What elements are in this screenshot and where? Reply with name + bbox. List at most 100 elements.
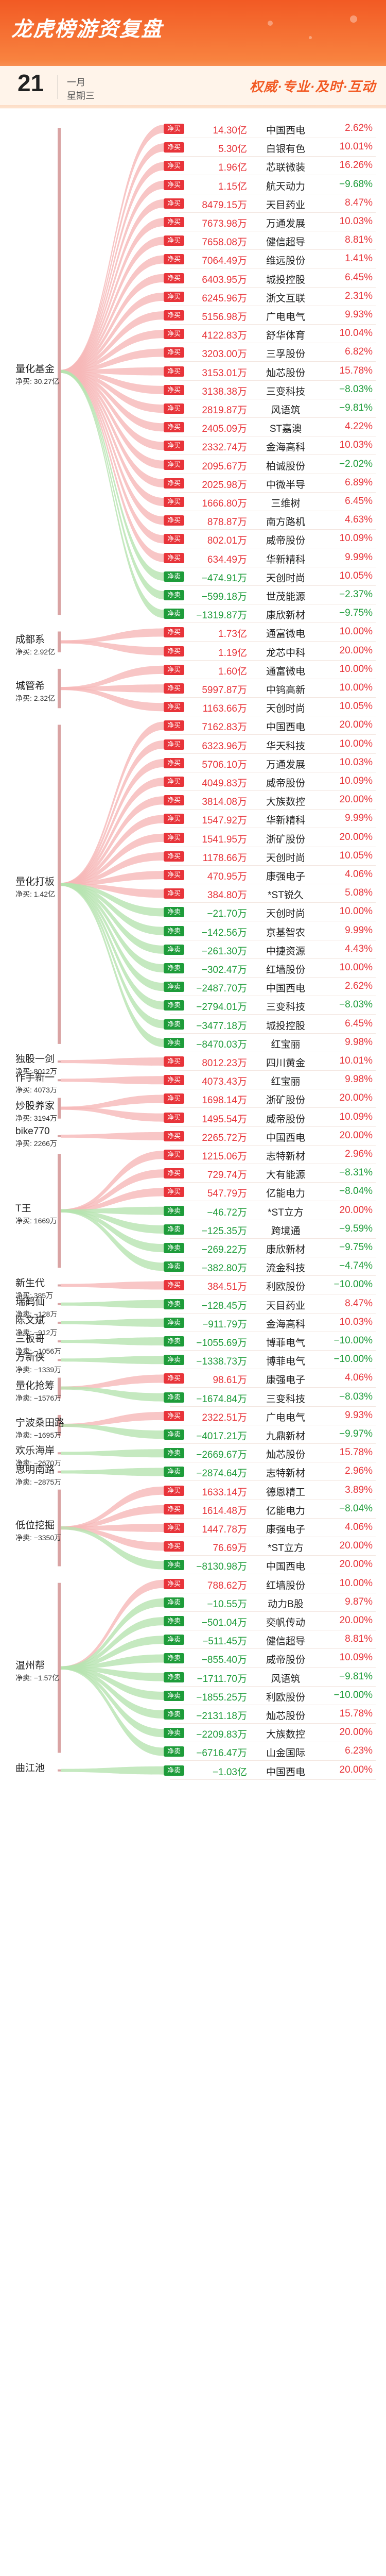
stock-name[interactable]: 通富微电 bbox=[266, 629, 305, 640]
stock-name[interactable]: 亿能电力 bbox=[266, 1505, 305, 1517]
trade-row[interactable]: 净买 384.51万 利欧股份 −10.00% bbox=[0, 1276, 386, 1295]
trade-row[interactable]: 净买 1495.54万 威帝股份 10.09% bbox=[0, 1108, 386, 1127]
stock-name[interactable]: 康欣新材 bbox=[266, 1244, 305, 1255]
trade-row[interactable]: 净买 8479.15万 天目药业 8.47% bbox=[0, 194, 386, 213]
trade-row[interactable]: 净买 1.15亿 航天动力 −9.68% bbox=[0, 176, 386, 194]
trade-row[interactable]: 净卖 −1855.25万 利欧股份 −10.00% bbox=[0, 1687, 386, 1705]
stock-name[interactable]: 华新精科 bbox=[266, 815, 305, 827]
stock-name[interactable]: 九鼎新材 bbox=[266, 1431, 305, 1442]
trader-label[interactable]: 三板哥 净卖: −1056万 bbox=[15, 1331, 61, 1356]
stock-name[interactable]: 威帝股份 bbox=[266, 1114, 305, 1125]
trade-row[interactable]: 净买 2322.51万 广电电气 9.93% bbox=[0, 1407, 386, 1425]
stock-name[interactable]: 金海高科 bbox=[266, 1319, 305, 1330]
trade-row[interactable]: 净卖 −8470.03万 红宝丽 9.98% bbox=[0, 1034, 386, 1052]
trade-row[interactable]: 净买 1447.78万 康强电子 4.06% bbox=[0, 1519, 386, 1537]
stock-name[interactable]: 华新精科 bbox=[266, 554, 305, 565]
stock-name[interactable]: 世茂能源 bbox=[266, 592, 305, 602]
trade-row[interactable]: 净买 4122.83万 舒华体育 10.04% bbox=[0, 325, 386, 344]
stock-name[interactable]: 中国西电 bbox=[266, 1766, 305, 1778]
stock-name[interactable]: 德恩精工 bbox=[266, 1487, 305, 1498]
trade-row[interactable]: 净买 384.80万 *ST锐久 5.08% bbox=[0, 884, 386, 903]
trader-label[interactable]: 成都系 净买: 2.92亿 bbox=[15, 632, 55, 657]
stock-name[interactable]: 华天科技 bbox=[266, 740, 305, 752]
stock-name[interactable]: 天目药业 bbox=[266, 1300, 305, 1311]
trade-row[interactable]: 净买 1698.14万 浙矿股份 20.00% bbox=[0, 1089, 386, 1108]
trade-row[interactable]: 净买 7064.49万 维远股份 1.41% bbox=[0, 250, 386, 269]
trader-label[interactable]: T王 净买: 1669万 bbox=[15, 1201, 57, 1226]
trade-row[interactable]: 净买 1541.95万 浙矿股份 20.00% bbox=[0, 829, 386, 847]
trade-row[interactable]: 净买 878.87万 南方路机 4.63% bbox=[0, 511, 386, 530]
trader-label[interactable]: 炒股养家 净买: 3194万 bbox=[15, 1098, 57, 1123]
stock-name[interactable]: 大有能源 bbox=[266, 1170, 305, 1181]
trade-row[interactable]: 净买 470.95万 康强电子 4.06% bbox=[0, 866, 386, 884]
trade-row[interactable]: 净买 5706.10万 万通发展 10.03% bbox=[0, 754, 386, 772]
trade-row[interactable]: 净卖 −142.56万 京基智农 9.99% bbox=[0, 922, 386, 940]
stock-name[interactable]: 芯联微装 bbox=[266, 162, 305, 174]
trade-row[interactable]: 净卖 −2794.01万 三变科技 −8.03% bbox=[0, 996, 386, 1015]
stock-name[interactable]: *ST立方 bbox=[268, 1543, 304, 1554]
trader-label[interactable]: 独股一剑 净买: 8012万 bbox=[15, 1051, 57, 1076]
stock-name[interactable]: 金海高科 bbox=[266, 442, 305, 453]
trade-row[interactable]: 净买 729.74万 大有能源 −8.31% bbox=[0, 1164, 386, 1183]
stock-name[interactable]: 志特新材 bbox=[266, 1468, 305, 1479]
stock-name[interactable]: 天目药业 bbox=[266, 199, 305, 211]
stock-name[interactable]: 四川黄金 bbox=[266, 1058, 305, 1069]
trader-label[interactable]: 温州帮 净卖: −1.57亿 bbox=[15, 1658, 59, 1683]
stock-name[interactable]: 三变科技 bbox=[266, 386, 305, 397]
stock-name[interactable]: 柏诚股份 bbox=[266, 461, 305, 472]
stock-name[interactable]: 中钨高新 bbox=[266, 685, 305, 696]
trade-row[interactable]: 净买 7658.08万 健信超导 8.81% bbox=[0, 231, 386, 250]
trader-label[interactable]: 方新侠 净卖: −1339万 bbox=[15, 1350, 61, 1375]
trade-row[interactable]: 净买 2025.98万 中微半导 6.89% bbox=[0, 474, 386, 493]
trader-label[interactable]: 作手新一 净买: 4073万 bbox=[15, 1070, 57, 1095]
trade-row[interactable]: 净买 788.62万 红墙股份 10.00% bbox=[0, 1575, 386, 1593]
trade-row[interactable]: 净买 2265.72万 中国西电 20.00% bbox=[0, 1127, 386, 1146]
trade-row[interactable]: 净买 3153.01万 灿芯股份 15.78% bbox=[0, 362, 386, 381]
stock-name[interactable]: *ST锐久 bbox=[268, 890, 304, 901]
trade-row[interactable]: 净买 634.49万 华新精科 9.99% bbox=[0, 549, 386, 567]
stock-name[interactable]: 中国西电 bbox=[266, 722, 305, 733]
stock-name[interactable]: 广电电气 bbox=[266, 1412, 305, 1423]
trader-label[interactable]: 量化打板 净买: 1.42亿 bbox=[15, 874, 55, 899]
trader-label[interactable]: 新生代 净买: 385万 bbox=[15, 1275, 53, 1301]
stock-name[interactable]: 亿能电力 bbox=[266, 1188, 305, 1200]
trader-label[interactable]: 欢乐海岸 净卖: −2670万 bbox=[15, 1443, 61, 1468]
stock-name[interactable]: 流金科技 bbox=[266, 1263, 305, 1274]
trade-row[interactable]: 净卖 −855.40万 威帝股份 10.09% bbox=[0, 1649, 386, 1668]
trade-row[interactable]: 净买 1633.14万 德恩精工 3.89% bbox=[0, 1481, 386, 1500]
stock-name[interactable]: 红宝丽 bbox=[271, 1076, 301, 1088]
stock-name[interactable]: 红墙股份 bbox=[266, 1580, 305, 1591]
trade-row[interactable]: 净买 5997.87万 中钨高新 10.00% bbox=[0, 679, 386, 698]
stock-name[interactable]: 中国西电 bbox=[266, 983, 305, 995]
stock-name[interactable]: 南方路机 bbox=[266, 517, 305, 528]
stock-name[interactable]: 威帝股份 bbox=[266, 535, 305, 547]
stock-name[interactable]: 天创时尚 bbox=[266, 852, 305, 864]
trade-row[interactable]: 净卖 −8130.98万 中国西电 20.00% bbox=[0, 1556, 386, 1575]
stock-name[interactable]: 灿芯股份 bbox=[266, 367, 305, 379]
stock-name[interactable]: 万通发展 bbox=[266, 218, 305, 229]
trade-row[interactable]: 净卖 −46.72万 *ST立方 20.00% bbox=[0, 1202, 386, 1220]
trade-row[interactable]: 净买 3814.08万 大族数控 20.00% bbox=[0, 791, 386, 810]
trade-row[interactable]: 净卖 −2669.67万 灿芯股份 15.78% bbox=[0, 1444, 386, 1463]
stock-name[interactable]: 舒华体育 bbox=[266, 330, 305, 342]
trader-label[interactable]: bike770 净买: 2266万 bbox=[15, 1126, 57, 1149]
trader-label[interactable]: 低位挖掘 净卖: −3350万 bbox=[15, 1518, 61, 1543]
trade-row[interactable]: 净卖 −269.22万 康欣新材 −9.75% bbox=[0, 1239, 386, 1257]
stock-name[interactable]: 大族数控 bbox=[266, 1729, 305, 1741]
stock-name[interactable]: 三变科技 bbox=[266, 1393, 305, 1405]
stock-name[interactable]: 利欧股份 bbox=[266, 1692, 305, 1703]
stock-name[interactable]: 博菲电气 bbox=[266, 1356, 305, 1368]
trader-label[interactable]: 宁波桑田路 净卖: −1695万 bbox=[15, 1415, 64, 1440]
trade-row[interactable]: 净卖 −6716.47万 山金国际 6.23% bbox=[0, 1742, 386, 1761]
stock-name[interactable]: 健信超导 bbox=[266, 237, 305, 248]
trade-row[interactable]: 净买 1.73亿 通富微电 10.00% bbox=[0, 623, 386, 642]
trade-row[interactable]: 净买 7673.98万 万通发展 10.03% bbox=[0, 213, 386, 231]
trade-row[interactable]: 净卖 −501.04万 奕帆传动 20.00% bbox=[0, 1612, 386, 1630]
stock-name[interactable]: 中国西电 bbox=[266, 125, 305, 136]
trader-label[interactable]: 曲江池 bbox=[15, 1760, 45, 1775]
stock-name[interactable]: 通富微电 bbox=[266, 666, 305, 677]
stock-name[interactable]: 中微半导 bbox=[266, 479, 305, 491]
stock-name[interactable]: 三变科技 bbox=[266, 1002, 305, 1013]
trade-row[interactable]: 净买 1614.48万 亿能电力 −8.04% bbox=[0, 1500, 386, 1519]
stock-name[interactable]: 灿芯股份 bbox=[266, 1450, 305, 1461]
